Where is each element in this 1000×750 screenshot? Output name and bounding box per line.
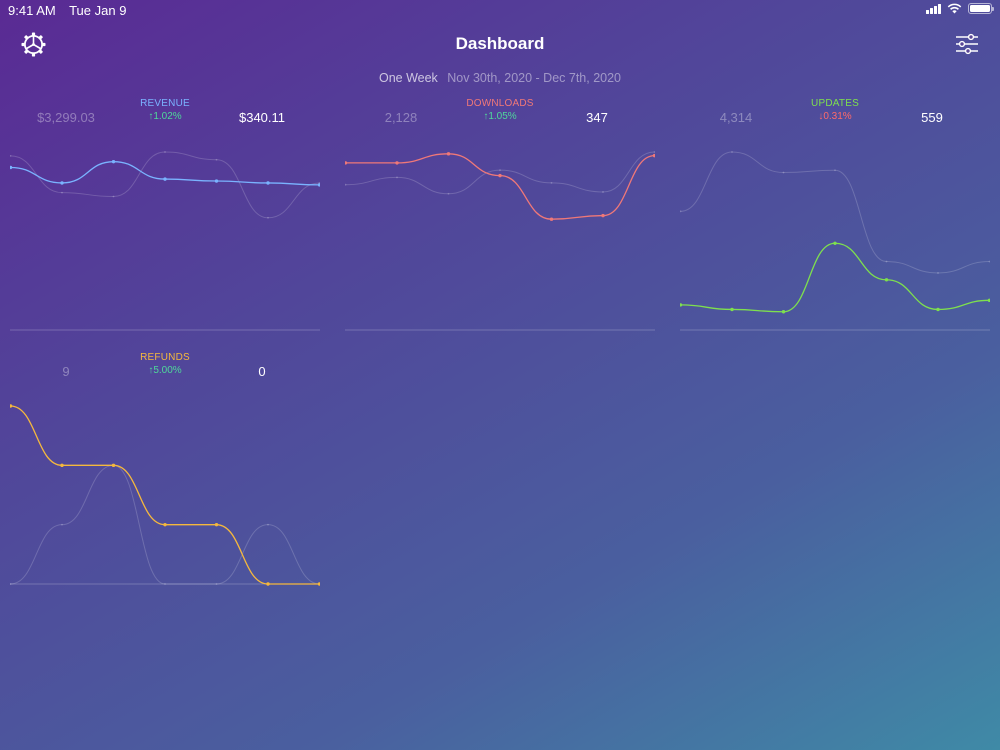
change-percent: ↑1.05% bbox=[483, 111, 517, 122]
change-percent: ↓0.31% bbox=[818, 111, 852, 122]
previous-value: $3,299.03 bbox=[37, 110, 95, 125]
data-point-previous bbox=[10, 154, 12, 157]
data-point-previous bbox=[164, 583, 166, 585]
data-point-current bbox=[111, 463, 116, 468]
data-point-current bbox=[395, 161, 399, 165]
data-point-previous bbox=[164, 151, 166, 153]
data-point-previous bbox=[61, 191, 63, 194]
change-percent: ↑1.02% bbox=[148, 111, 182, 122]
sliders-icon bbox=[956, 33, 978, 55]
data-point-previous bbox=[267, 216, 269, 219]
data-point-previous bbox=[61, 523, 63, 526]
signal-icon bbox=[926, 3, 941, 14]
previous-value: 4,314 bbox=[719, 110, 753, 125]
data-point-previous bbox=[550, 181, 553, 184]
data-point-current bbox=[317, 582, 320, 586]
metric-label: REFUNDS bbox=[140, 352, 190, 363]
metric-label: UPDATES bbox=[811, 98, 859, 109]
series-line-previous bbox=[10, 464, 320, 585]
downloads-panel[interactable]: DOWNLOADS 2,128 ↑1.05% 347 bbox=[345, 98, 655, 338]
previous-value: 9 bbox=[62, 364, 70, 379]
series-line-previous bbox=[680, 151, 990, 274]
refunds-chart bbox=[10, 404, 320, 586]
data-point-current bbox=[214, 179, 219, 183]
data-point-current bbox=[163, 522, 167, 527]
data-point-current bbox=[111, 159, 116, 164]
data-point-current bbox=[987, 298, 990, 303]
data-point-current bbox=[214, 522, 219, 527]
range-period: One Week bbox=[378, 71, 438, 85]
data-point-previous bbox=[653, 151, 655, 153]
data-point-current bbox=[266, 582, 270, 586]
data-point-current bbox=[833, 241, 837, 245]
previous-value: 2,128 bbox=[384, 110, 418, 125]
data-point-previous bbox=[396, 176, 398, 179]
status-time: 9:41 AM bbox=[8, 3, 56, 18]
current-value: 0 bbox=[258, 364, 266, 379]
settings-button[interactable] bbox=[21, 32, 46, 57]
series-line-current bbox=[680, 242, 990, 313]
data-point-previous bbox=[731, 151, 733, 153]
data-point-current bbox=[60, 463, 64, 468]
gear-icon bbox=[21, 32, 46, 57]
filter-button[interactable] bbox=[955, 33, 979, 55]
data-point-current bbox=[549, 217, 554, 221]
data-point-current bbox=[266, 181, 270, 185]
range-dates: Nov 30th, 2020 - Dec 7th, 2020 bbox=[447, 71, 622, 85]
data-point-current bbox=[936, 307, 940, 312]
status-date: Tue Jan 9 bbox=[69, 3, 127, 18]
data-point-previous bbox=[988, 260, 990, 263]
downloads-chart bbox=[345, 151, 655, 331]
status-bar: 9:41 AM Tue Jan 9 bbox=[0, 0, 1000, 20]
updates-panel[interactable]: UPDATES 4,314 ↓0.31% 559 bbox=[680, 98, 990, 338]
wifi-icon bbox=[947, 3, 962, 14]
series-line-current bbox=[345, 153, 655, 220]
change-percent: ↑5.00% bbox=[148, 365, 182, 376]
data-point-previous bbox=[680, 210, 682, 213]
current-value: 347 bbox=[586, 110, 608, 125]
current-value: $340.11 bbox=[238, 110, 286, 125]
data-point-current bbox=[680, 303, 683, 307]
data-point-current bbox=[498, 173, 502, 178]
data-point-current bbox=[652, 153, 655, 158]
data-point-previous bbox=[345, 183, 347, 186]
data-point-previous bbox=[885, 260, 888, 263]
data-point-current bbox=[345, 161, 348, 165]
series-line-previous bbox=[345, 151, 655, 195]
revenue-chart bbox=[10, 151, 320, 331]
metric-label: DOWNLOADS bbox=[466, 98, 534, 109]
current-value: 559 bbox=[921, 110, 943, 125]
data-point-current bbox=[10, 404, 13, 408]
data-point-current bbox=[10, 165, 13, 170]
battery-icon bbox=[968, 3, 994, 14]
data-point-current bbox=[730, 307, 734, 312]
data-point-previous bbox=[267, 523, 269, 526]
refunds-panel[interactable]: REFUNDS 9 ↑5.00% 0 bbox=[10, 352, 320, 592]
data-point-current bbox=[601, 213, 605, 218]
data-point-current bbox=[446, 152, 451, 156]
data-point-previous bbox=[602, 191, 604, 193]
data-point-previous bbox=[10, 583, 12, 585]
data-point-previous bbox=[782, 171, 785, 174]
data-point-previous bbox=[215, 583, 218, 585]
data-point-current bbox=[317, 183, 320, 187]
revenue-panel[interactable]: REVENUE $3,299.03 ↑1.02% $340.11 bbox=[10, 98, 320, 338]
data-point-previous bbox=[937, 272, 939, 274]
data-point-previous bbox=[215, 158, 218, 161]
series-line-current bbox=[10, 161, 320, 186]
data-point-previous bbox=[834, 169, 836, 172]
data-point-current bbox=[781, 310, 786, 314]
series-line-previous bbox=[10, 151, 320, 219]
data-point-current bbox=[60, 181, 64, 185]
data-point-previous bbox=[447, 192, 450, 195]
updates-chart bbox=[680, 151, 990, 331]
metric-label: REVENUE bbox=[140, 98, 190, 109]
data-point-previous bbox=[499, 169, 501, 172]
series-line-current bbox=[10, 405, 320, 585]
data-point-current bbox=[884, 278, 889, 282]
date-range[interactable]: One Week Nov 30th, 2020 - Dec 7th, 2020 bbox=[0, 71, 1000, 85]
page-title: Dashboard bbox=[455, 34, 545, 53]
data-point-current bbox=[163, 177, 167, 181]
data-point-previous bbox=[112, 195, 115, 198]
